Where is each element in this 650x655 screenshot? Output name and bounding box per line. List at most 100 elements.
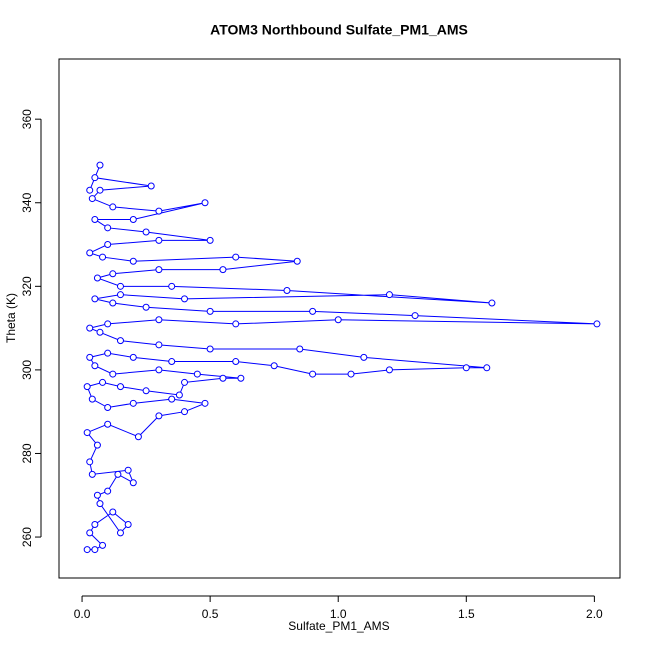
chart-title: ATOM3 Northbound Sulfate_PM1_AMS: [210, 22, 468, 38]
data-point: [96, 186, 104, 194]
data-point: [181, 378, 189, 386]
data-point: [237, 374, 245, 382]
data-point: [88, 195, 96, 203]
data-point: [91, 174, 99, 182]
data-point: [283, 287, 291, 295]
data-point: [104, 224, 112, 232]
data-line: [86, 164, 597, 551]
data-point: [155, 341, 163, 349]
data-point: [104, 349, 112, 357]
x-tick-label: 1.5: [458, 607, 475, 621]
data-point: [293, 257, 301, 265]
data-point: [296, 345, 304, 353]
data-point: [93, 441, 101, 449]
data-point: [96, 161, 104, 169]
data-point: [134, 433, 142, 441]
y-axis-label: Theta (K): [4, 293, 18, 343]
x-tick-label: 0.0: [74, 607, 91, 621]
x-tick-label: 2.0: [586, 607, 603, 621]
data-point: [99, 541, 107, 549]
x-tick-label: 1.0: [330, 607, 347, 621]
data-point: [109, 508, 117, 516]
data-point: [155, 316, 163, 324]
data-point: [193, 370, 201, 378]
data-point: [109, 299, 117, 307]
data-point: [168, 282, 176, 290]
data-point: [109, 203, 117, 211]
y-tick-label: 320: [20, 276, 34, 296]
data-point: [116, 383, 124, 391]
data-point: [142, 228, 150, 236]
data-point: [124, 466, 132, 474]
data-point: [129, 353, 137, 361]
data-point: [488, 299, 496, 307]
data-point: [114, 470, 122, 478]
data-point: [483, 364, 491, 372]
data-point: [232, 320, 240, 328]
data-point: [129, 479, 137, 487]
data-point: [232, 358, 240, 366]
y-tick-label: 340: [20, 192, 34, 212]
data-point: [411, 312, 419, 320]
plot-frame: [58, 58, 621, 579]
data-point: [104, 320, 112, 328]
data-point: [86, 529, 94, 537]
data-point: [104, 420, 112, 428]
data-point: [129, 215, 137, 223]
y-tick-label: 300: [20, 360, 34, 380]
data-point: [96, 328, 104, 336]
data-point: [129, 399, 137, 407]
data-point: [93, 491, 101, 499]
data-point: [99, 378, 107, 386]
data-point: [168, 395, 176, 403]
data-point: [86, 249, 94, 257]
data-point: [116, 282, 124, 290]
data-point: [96, 500, 104, 508]
data-point: [334, 316, 342, 324]
data-point: [181, 295, 189, 303]
data-point: [104, 404, 112, 412]
y-tick-label: 260: [20, 527, 34, 547]
data-point: [155, 412, 163, 420]
data-point: [116, 337, 124, 345]
data-point: [91, 215, 99, 223]
y-tick-label: 280: [20, 443, 34, 463]
data-point: [593, 320, 601, 328]
data-point: [86, 324, 94, 332]
x-tick-label: 0.5: [202, 607, 219, 621]
data-point: [91, 295, 99, 303]
data-point: [309, 370, 317, 378]
data-point: [360, 353, 368, 361]
data-point: [309, 307, 317, 315]
data-point: [201, 199, 209, 207]
data-point: [99, 253, 107, 261]
data-point: [206, 307, 214, 315]
data-point: [93, 274, 101, 282]
data-point: [462, 364, 470, 372]
data-point: [155, 236, 163, 244]
data-point: [347, 370, 355, 378]
data-point: [88, 395, 96, 403]
data-point: [232, 253, 240, 261]
data-point: [147, 182, 155, 190]
data-point: [104, 487, 112, 495]
x-axis-label: Sulfate_PM1_AMS: [288, 619, 389, 633]
data-point: [91, 521, 99, 529]
data-point: [83, 429, 91, 437]
data-point: [83, 546, 91, 554]
data-point: [109, 270, 117, 278]
data-point: [88, 470, 96, 478]
data-point: [206, 236, 214, 244]
data-point: [155, 266, 163, 274]
data-point: [385, 366, 393, 374]
data-point: [219, 374, 227, 382]
data-point: [91, 362, 99, 370]
data-point: [219, 266, 227, 274]
data-point: [206, 345, 214, 353]
data-point: [86, 186, 94, 194]
data-point: [168, 358, 176, 366]
data-point: [155, 207, 163, 215]
data-point: [270, 362, 278, 370]
data-point: [155, 366, 163, 374]
